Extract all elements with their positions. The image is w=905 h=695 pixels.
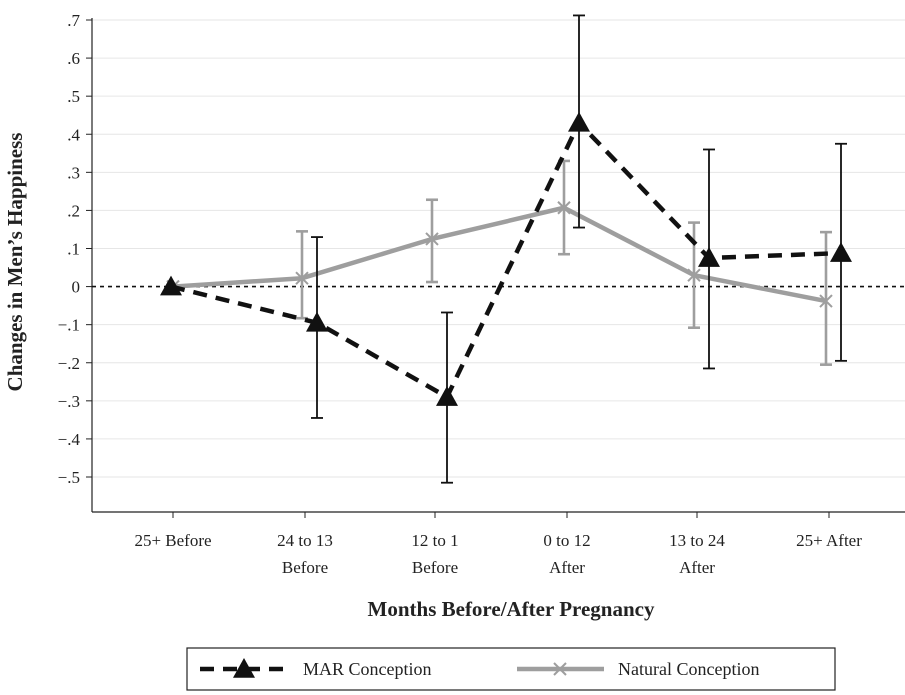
marker-mar <box>568 111 590 132</box>
x-marker-stroke <box>425 232 439 246</box>
series-line-natural <box>172 205 827 304</box>
x-tick-label: 0 to 12 <box>543 531 590 550</box>
x-marker-stroke <box>557 201 571 215</box>
legend-label-natural: Natural Conception <box>618 659 759 679</box>
marker-natural <box>425 232 439 246</box>
y-tick-label: .7 <box>67 11 80 30</box>
y-tick-label: .4 <box>67 125 80 144</box>
y-tick-label: −.3 <box>58 392 80 411</box>
y-tick-label: .5 <box>67 87 80 106</box>
y-tick-label: .6 <box>67 49 80 68</box>
y-tick-label: −.5 <box>58 468 80 487</box>
marker-natural <box>819 294 833 308</box>
x-tick-label: After <box>549 558 585 577</box>
gridlines <box>92 19 905 478</box>
marker-mar <box>160 275 182 296</box>
y-axis-title: Changes in Men’s Happiness <box>3 133 27 392</box>
series-mar-conception <box>160 14 852 484</box>
marker-mar <box>830 242 852 262</box>
series-layer <box>160 14 852 484</box>
marker-mar <box>698 247 720 267</box>
y-axis-ticks: .7 .6 .5 .4 .3 .2 .1 0 −.1 −.2 −.3 −.4 −.5 <box>58 11 92 487</box>
legend-box <box>186 647 836 691</box>
y-tick-label: 0 <box>72 278 81 297</box>
marker-natural <box>687 268 701 282</box>
x-axis-ticks: 25+ Before 24 to 13 Before 12 to 1 Before 0 t… <box>134 512 862 577</box>
marker-natural <box>557 201 571 215</box>
x-marker-stroke <box>295 271 309 285</box>
x-tick-label: 25+ Before <box>134 531 211 550</box>
y-tick-label: −.2 <box>58 354 80 373</box>
legend-swatch-mar-marker <box>233 658 255 678</box>
x-tick-label: Before <box>412 558 458 577</box>
axes <box>91 18 905 513</box>
y-tick-label: −.1 <box>58 316 80 335</box>
x-marker-stroke <box>553 662 567 676</box>
series-natural-conception <box>166 159 833 366</box>
series-line-mar <box>170 118 842 401</box>
y-tick-label: .3 <box>67 163 80 182</box>
legend-label-mar: MAR Conception <box>303 659 432 679</box>
x-tick-label: 13 to 24 <box>669 531 725 550</box>
y-tick-label: .1 <box>67 240 80 259</box>
y-tick-label: .2 <box>67 201 80 220</box>
x-tick-label: 25+ After <box>796 531 862 550</box>
legend: MAR Conception Natural Conception <box>186 647 836 691</box>
marker-mar <box>306 311 328 332</box>
marker-mar <box>436 386 458 406</box>
x-axis-title: Months Before/After Pregnancy <box>368 597 655 621</box>
marker-natural <box>295 271 309 285</box>
x-marker-stroke <box>819 294 833 308</box>
x-tick-label: After <box>679 558 715 577</box>
x-marker-stroke <box>687 268 701 282</box>
x-tick-label: 12 to 1 <box>411 531 458 550</box>
y-tick-label: −.4 <box>58 430 81 449</box>
legend-swatch-natural-marker <box>553 662 567 676</box>
x-tick-label: 24 to 13 <box>277 531 333 550</box>
x-tick-label: Before <box>282 558 328 577</box>
